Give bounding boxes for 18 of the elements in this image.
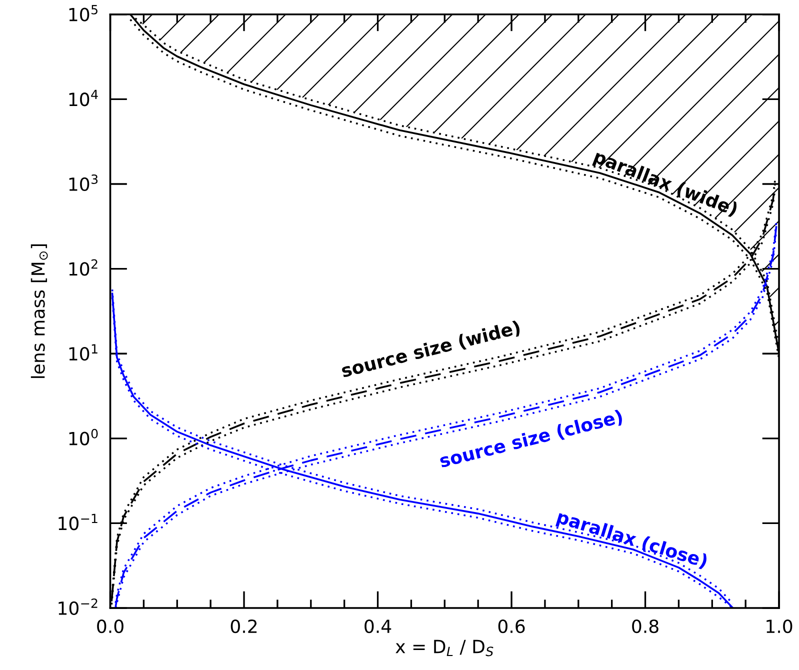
x-axis-title: x = D$_{L}$ / D$_{S}$: [396, 640, 494, 656]
x-tick-label: 0.0: [97, 619, 124, 634]
text: source size (wide): [340, 320, 522, 380]
x-tick-label: 0.2: [230, 619, 257, 634]
y-tick-label: 10$^{−1}$: [58, 514, 98, 530]
y-tick-label: 10$^{0}$: [69, 428, 98, 446]
y-tick-label: 10$^{1}$: [69, 344, 98, 361]
x-tick-label: 0.4: [364, 619, 392, 634]
y-tick-label: 10$^{2}$: [69, 259, 98, 276]
x-tick-label: 1.0: [766, 619, 792, 634]
y-axis-title: lens mass [M$_{⊙}$]: [30, 244, 48, 378]
y-tick-label: 10$^{5}$: [69, 5, 98, 22]
y-tick-label: 10$^{−2}$: [58, 598, 98, 616]
y-tick-label: 10$^{3}$: [69, 174, 98, 191]
y-tick-label: 10$^{4}$: [69, 90, 98, 106]
text: source size (close): [438, 409, 624, 470]
x-tick-label: 0.6: [498, 619, 525, 634]
x-tick-label: 0.8: [632, 619, 658, 634]
